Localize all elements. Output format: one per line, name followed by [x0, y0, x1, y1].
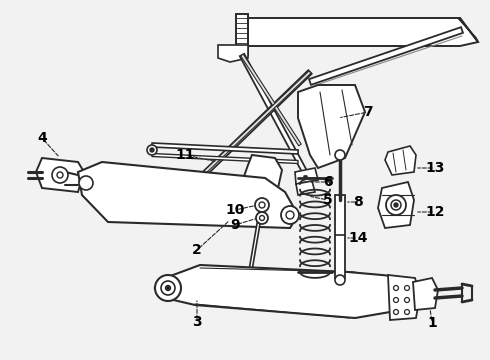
Circle shape — [393, 285, 398, 291]
Polygon shape — [335, 195, 345, 278]
Text: 11: 11 — [175, 148, 195, 162]
Polygon shape — [378, 182, 414, 228]
Polygon shape — [295, 168, 318, 184]
Circle shape — [286, 211, 294, 219]
Polygon shape — [298, 85, 365, 168]
Circle shape — [79, 176, 93, 190]
Polygon shape — [36, 158, 84, 192]
Circle shape — [281, 206, 299, 224]
Circle shape — [386, 195, 406, 215]
Circle shape — [394, 203, 398, 207]
Circle shape — [255, 198, 269, 212]
Circle shape — [405, 297, 410, 302]
Polygon shape — [296, 181, 315, 195]
Circle shape — [57, 172, 63, 178]
Text: 3: 3 — [192, 315, 202, 329]
Text: 8: 8 — [353, 195, 363, 209]
Text: 1: 1 — [427, 316, 437, 330]
Text: 10: 10 — [225, 203, 245, 217]
Polygon shape — [458, 18, 478, 42]
Polygon shape — [413, 278, 438, 310]
Circle shape — [166, 285, 171, 291]
Circle shape — [259, 202, 265, 208]
Polygon shape — [152, 143, 298, 154]
Circle shape — [155, 275, 181, 301]
Text: 5: 5 — [323, 193, 333, 207]
Polygon shape — [196, 70, 312, 182]
Circle shape — [335, 150, 345, 160]
Text: 14: 14 — [348, 231, 368, 245]
Polygon shape — [242, 155, 282, 205]
Circle shape — [52, 167, 68, 183]
Polygon shape — [204, 71, 311, 173]
Text: 6: 6 — [323, 175, 333, 189]
Text: 7: 7 — [363, 105, 373, 119]
Polygon shape — [152, 153, 298, 163]
Polygon shape — [241, 54, 301, 146]
Polygon shape — [388, 275, 420, 320]
Circle shape — [391, 200, 401, 210]
Circle shape — [405, 285, 410, 291]
Circle shape — [393, 297, 398, 302]
Circle shape — [147, 145, 157, 155]
Circle shape — [393, 310, 398, 315]
Circle shape — [161, 281, 175, 295]
Circle shape — [405, 310, 410, 315]
Polygon shape — [309, 27, 463, 85]
Circle shape — [256, 212, 268, 224]
Text: 13: 13 — [425, 161, 445, 175]
Polygon shape — [78, 162, 298, 228]
Polygon shape — [248, 18, 478, 46]
Polygon shape — [240, 54, 310, 179]
Text: 4: 4 — [37, 131, 47, 145]
Polygon shape — [218, 45, 248, 62]
Text: 12: 12 — [425, 205, 445, 219]
Polygon shape — [155, 265, 415, 318]
Text: 9: 9 — [230, 218, 240, 232]
Polygon shape — [236, 14, 248, 55]
Circle shape — [150, 148, 154, 152]
Polygon shape — [385, 146, 416, 175]
Polygon shape — [246, 215, 262, 285]
Circle shape — [260, 216, 265, 220]
Circle shape — [335, 275, 345, 285]
Text: 2: 2 — [192, 243, 202, 257]
